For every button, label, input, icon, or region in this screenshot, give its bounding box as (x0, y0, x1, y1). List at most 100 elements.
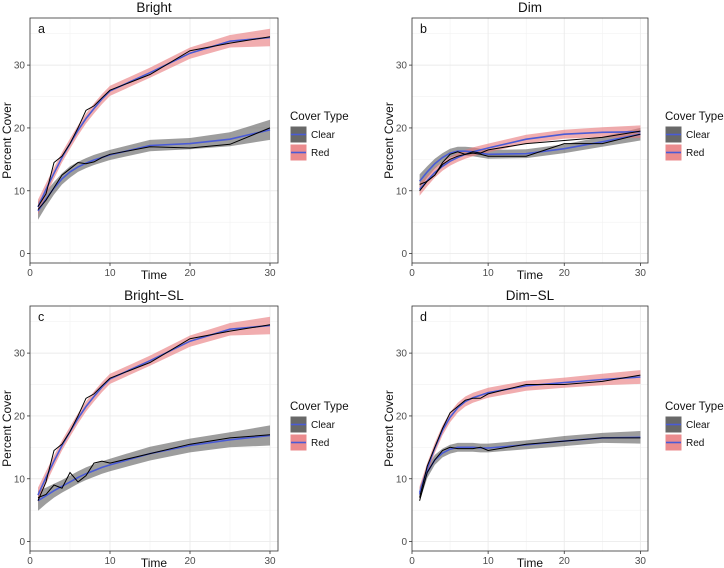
panel-c: 0 10 20 30 0 10 20 30 Bright−SL Time Percent Cover… (0, 288, 349, 568)
y-tick-label: 30 (14, 61, 26, 72)
x-tick-label: 0 (409, 556, 415, 567)
panel-letter: c (38, 310, 44, 324)
legend-label: Clear (686, 420, 711, 431)
legend-key-red: Red (664, 433, 704, 452)
legend-label: Red (686, 148, 704, 159)
panel-letter: d (420, 310, 427, 324)
panel-b: 0 10 20 30 0 10 20 30 Dim Time Percent Cover b Cover… (382, 0, 724, 282)
smooth-line-clear (37, 129, 271, 212)
panel-title: Bright (136, 0, 172, 15)
x-tick-label: 0 (409, 268, 415, 279)
y-axis-label: Percent Cover (0, 102, 14, 179)
x-tick-label: 20 (559, 268, 571, 279)
legend-label: Clear (686, 130, 711, 141)
legend-title: Cover Type (290, 401, 349, 413)
observed-line-red (37, 36, 271, 207)
observed-line-clear (419, 437, 641, 501)
x-axis-label: Time (141, 268, 168, 282)
observed-line-red (37, 324, 271, 501)
y-tick-label: 20 (14, 123, 26, 134)
x-tick-label: 20 (559, 556, 571, 567)
legend-title: Cover Type (665, 111, 724, 123)
panel-letter: b (420, 22, 427, 36)
x-tick-label: 20 (184, 556, 196, 567)
panel-border (411, 17, 649, 264)
observed-line-red (419, 130, 641, 192)
legend-key-clear: Clear (664, 415, 711, 434)
legend: Cover Type Clear Red (289, 401, 349, 452)
smooth-line-red (37, 36, 271, 208)
y-tick-label: 30 (14, 349, 26, 360)
legend-label: Red (686, 438, 704, 449)
legend: Cover Type Clear Red (289, 111, 349, 162)
panel-title: Bright−SL (124, 288, 184, 303)
x-tick-label: 10 (104, 556, 116, 567)
legend-key-clear: Clear (289, 415, 336, 434)
y-axis-label: Percent Cover (382, 390, 396, 467)
panel-border (29, 305, 279, 552)
legend-key-clear: Clear (289, 125, 336, 144)
x-tick-label: 30 (264, 556, 276, 567)
observed-line-clear (37, 434, 271, 499)
legend-key-red: Red (289, 143, 329, 162)
confidence-band-clear (38, 425, 270, 511)
legend-label: Red (311, 438, 329, 449)
legend-key-red: Red (664, 143, 704, 162)
x-axis-label: Time (517, 268, 544, 282)
confidence-band-clear (38, 119, 270, 220)
x-tick-label: 30 (264, 268, 276, 279)
panel-border (411, 305, 649, 552)
y-tick-label: 10 (14, 186, 26, 197)
y-tick-label: 10 (396, 186, 408, 197)
x-tick-label: 0 (27, 556, 33, 567)
panel-title: Dim−SL (506, 288, 555, 303)
y-tick-label: 0 (401, 249, 407, 260)
y-tick-label: 0 (19, 537, 25, 548)
y-tick-label: 20 (396, 411, 408, 422)
smooth-line-clear (418, 133, 641, 182)
legend-title: Cover Type (665, 401, 724, 413)
confidence-band-red (419, 370, 641, 499)
y-tick-label: 20 (14, 411, 26, 422)
y-tick-label: 30 (396, 61, 408, 72)
panel-border (29, 17, 279, 264)
y-tick-label: 30 (396, 349, 408, 360)
x-axis-label: Time (141, 556, 168, 568)
legend-label: Clear (311, 420, 336, 431)
plot-area (30, 306, 278, 551)
y-axis-label: Percent Cover (0, 390, 14, 467)
panel-letter: a (38, 22, 45, 36)
legend-title: Cover Type (290, 111, 349, 123)
observed-line-red (419, 374, 641, 498)
y-tick-label: 0 (401, 537, 407, 548)
x-tick-label: 30 (635, 268, 647, 279)
x-tick-label: 30 (635, 556, 647, 567)
x-tick-label: 0 (27, 268, 33, 279)
smooth-line-clear (37, 434, 271, 502)
legend: Cover Type Clear Red (664, 111, 724, 162)
legend-key-red: Red (289, 433, 329, 452)
legend-label: Clear (311, 130, 336, 141)
observed-line-clear (37, 127, 271, 210)
legend-label: Red (311, 148, 329, 159)
y-tick-label: 10 (396, 474, 408, 485)
panel-a: 0 10 20 30 0 10 20 30 Bright Time Percent Cover a Co… (0, 0, 349, 282)
x-tick-label: 20 (184, 268, 196, 279)
y-tick-label: 0 (19, 249, 25, 260)
x-tick-label: 10 (104, 268, 116, 279)
legend: Cover Type Clear Red (664, 401, 724, 452)
legend-key-clear: Clear (664, 125, 711, 144)
confidence-band-clear (419, 127, 641, 189)
x-tick-label: 10 (483, 556, 495, 567)
smooth-line-red (37, 324, 271, 496)
x-axis-label: Time (517, 556, 544, 568)
plot-area (412, 306, 648, 551)
grid (411, 18, 648, 263)
y-tick-label: 20 (396, 123, 408, 134)
y-tick-label: 10 (14, 474, 26, 485)
panel-d: 0 10 20 30 0 10 20 30 Dim−SL Time Percent Cover d Co… (382, 288, 724, 568)
panel-title: Dim (518, 0, 542, 15)
y-axis-label: Percent Cover (382, 102, 396, 179)
